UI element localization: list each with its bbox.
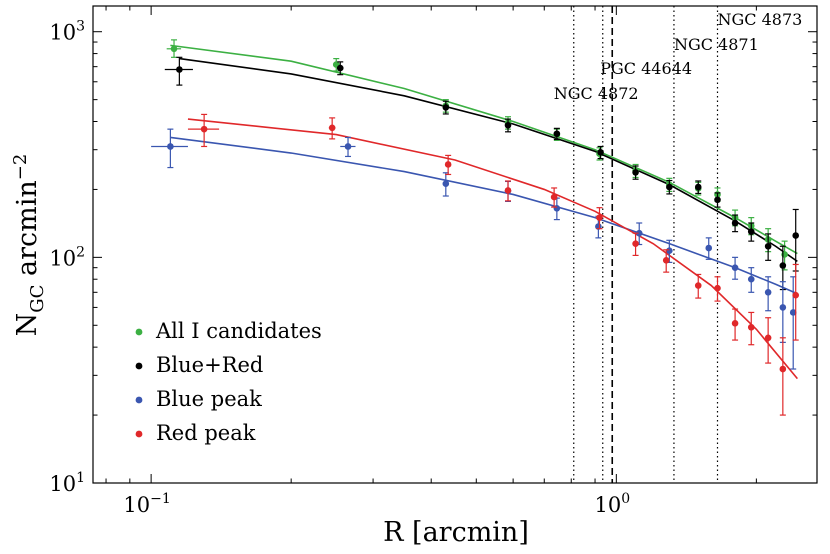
- legend-marker: [135, 362, 143, 370]
- y-tick-label: 101: [49, 470, 85, 496]
- data-point: [596, 214, 603, 221]
- legend-marker: [135, 396, 143, 404]
- data-point: [747, 323, 755, 331]
- data-point: [442, 180, 450, 188]
- data-point: [714, 284, 721, 292]
- galaxy-annotation: NGC 4872: [554, 84, 639, 103]
- y-tick-label: 102: [49, 244, 85, 270]
- data-point: [504, 187, 512, 194]
- x-axis-label: R [arcmin]: [383, 517, 529, 548]
- data-point: [666, 247, 673, 255]
- fit-line: [170, 136, 798, 295]
- data-point: [632, 169, 639, 176]
- y-axis-label: NGC arcmin−2: [10, 154, 48, 337]
- data-point: [747, 275, 755, 283]
- data-point: [635, 229, 643, 237]
- x-tick-label: 10−1: [123, 491, 170, 517]
- plot-frame: [92, 5, 818, 484]
- legend: All I candidates Blue+Red Blue peak Red pea…: [135, 319, 322, 445]
- axis-labels: R [arcmin] NGC arcmin−2: [10, 154, 529, 548]
- data-point: [694, 282, 702, 289]
- data-point: [597, 149, 604, 156]
- data-point: [779, 365, 787, 373]
- fit-line: [187, 118, 798, 380]
- data-point: [779, 304, 787, 311]
- plot-area: NGC 4872 PGC 44644 NGC 4871 NGC 4873: [151, 6, 802, 483]
- data-point: [632, 240, 639, 247]
- data-point: [731, 320, 739, 327]
- data-point: [764, 334, 772, 342]
- data-point: [779, 262, 787, 269]
- data-point: [504, 121, 512, 129]
- legend-label: All I candidates: [155, 319, 322, 343]
- data-point: [666, 183, 673, 191]
- data-point: [550, 193, 558, 201]
- fit-line: [170, 44, 798, 255]
- data-point: [553, 130, 561, 138]
- data-point: [764, 289, 772, 296]
- galaxy-annotation: NGC 4873: [718, 10, 803, 29]
- data-point: [176, 66, 183, 73]
- data-point: [764, 242, 772, 250]
- data-point: [792, 232, 800, 239]
- data-point: [747, 228, 755, 235]
- data-point: [731, 264, 739, 271]
- data-point: [328, 124, 336, 132]
- data-point: [444, 161, 452, 168]
- data-point: [694, 183, 702, 191]
- data-point: [336, 64, 344, 72]
- galaxy-annotation: NGC 4871: [674, 35, 759, 54]
- legend-marker: [135, 430, 143, 438]
- data-point: [344, 143, 352, 150]
- legend-marker: [135, 328, 143, 336]
- axis-ticks: 101 102 103 10−1 100: [49, 5, 818, 517]
- data-point: [170, 45, 178, 53]
- fit-line: [179, 57, 798, 263]
- data-point: [705, 244, 713, 252]
- data-point: [167, 143, 174, 150]
- x-tick-label: 100: [594, 491, 630, 517]
- data-point: [731, 219, 739, 227]
- y-tick-label: 103: [49, 19, 85, 45]
- data-point: [200, 125, 208, 133]
- legend-label: Blue peak: [156, 387, 262, 411]
- galaxy-annotation: PGC 44644: [600, 59, 692, 78]
- legend-label: Blue+Red: [156, 353, 263, 377]
- data-point: [789, 309, 797, 316]
- data-point: [714, 196, 721, 204]
- data-point: [442, 104, 450, 111]
- data-point: [662, 257, 670, 264]
- legend-label: Red peak: [156, 421, 256, 445]
- data-point: [792, 291, 800, 299]
